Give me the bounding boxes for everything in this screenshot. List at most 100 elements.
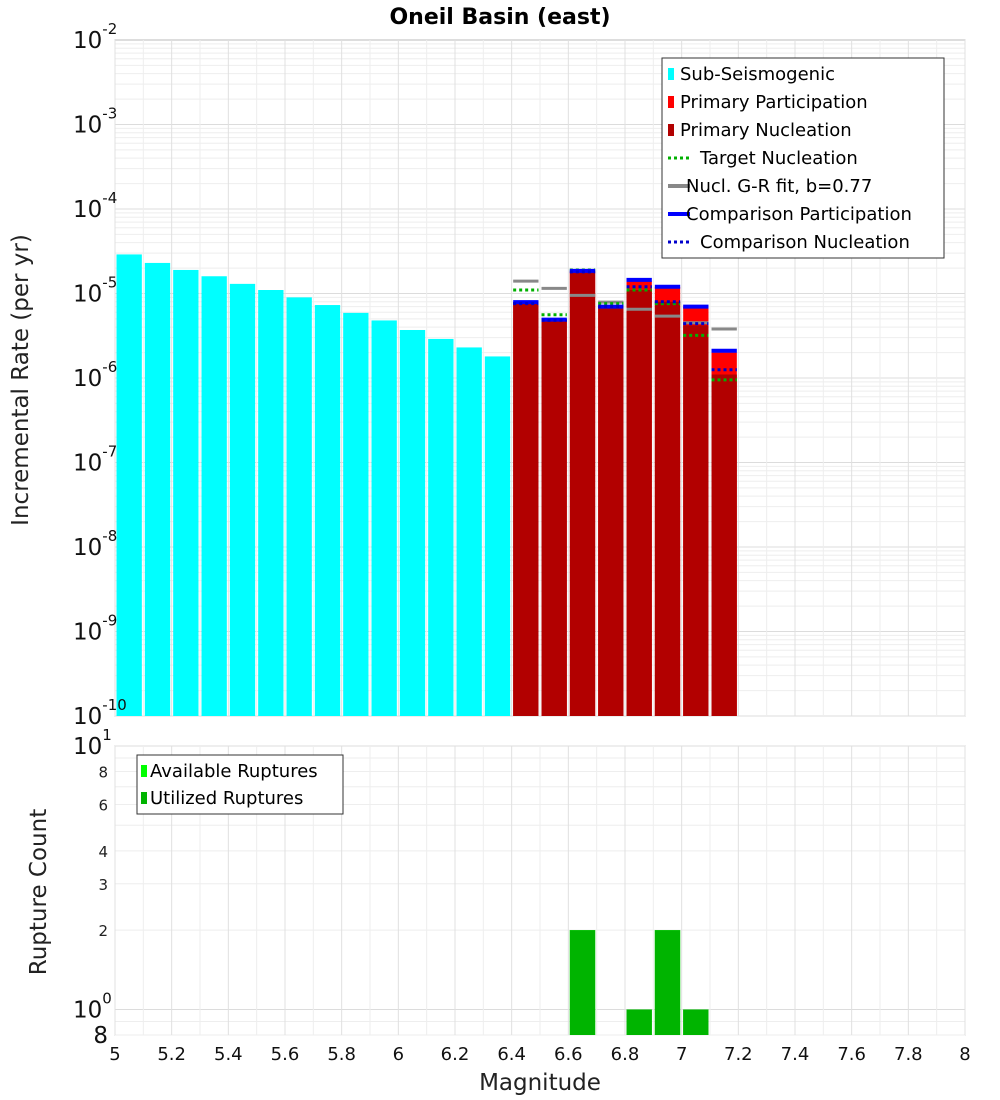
top-lines [513,268,737,382]
top-y-tick-exponent: -9 [102,612,117,630]
bottom-legend: Available Ruptures Utilized Ruptures [136,754,344,815]
top-y-tick-label: 10-9 [73,612,117,646]
bottom-y-minor-tick-label: 6 [98,796,108,814]
top-y-tick-base: 10 [73,366,102,392]
sub-seismogenic-bar [399,329,426,716]
top-y-tick-exponent: -3 [102,105,117,123]
x-tick-label: 7.4 [781,1044,810,1065]
top-y-tick-exponent: -6 [102,358,117,376]
top-y-tick-exponent: -2 [102,20,117,38]
sub-seismogenic-bar [314,305,341,716]
top-y-tick-label: 10-8 [73,527,117,561]
bottom-x-ticks: 5 5.2 5.4 5.6 5.8 6 6.2 6.4 6.6 6.8 7 7.2 7.4 7.6 7.8 8 [109,1044,970,1065]
x-tick-label: 6.2 [441,1044,470,1065]
top-legend-box [661,57,945,259]
primary-nucleation-bar [626,290,652,716]
bottom-y-tick-exponent: 0 [102,989,112,1007]
sub-seismogenic-legend-label: Sub-Seismogenic [680,64,835,85]
sub-seismogenic-bar [201,276,227,716]
top-y-tick-exponent: -7 [102,443,117,461]
sub-seismogenic-legend-swatch [668,68,674,80]
top-y-tick-exponent: -4 [102,189,117,207]
available-ruptures-legend-swatch [141,765,147,777]
top-plot: 10-210-310-410-510-610-710-810-910-10 Su… [8,20,966,730]
bottom-y-tick-label: 101 [73,726,112,760]
sub-seismogenic-bar [343,312,369,716]
sub-seismogenic-bar [229,283,256,716]
chart-title: Oneil Basin (east) [389,5,610,30]
bottom-y-tick-label: 100 [73,989,112,1023]
target-nucleation-legend-label: Target Nucleation [699,148,858,169]
x-tick-label: 6.6 [554,1044,583,1065]
x-tick-label: 5 [109,1044,120,1065]
sub-seismogenic-bar [286,297,312,716]
primary-nucleation-legend-swatch [668,124,674,136]
bottom-y-tick-base: 10 [73,997,102,1023]
x-tick-label: 5.6 [271,1044,300,1065]
utilized-ruptures-bar [626,1009,652,1035]
sub-seismogenic-bar [456,347,482,716]
primary-nucleation-bar [711,374,737,716]
top-y-tick-base: 10 [73,28,102,54]
sub-seismogenic-bar [258,290,284,716]
top-y-tick-exponent: -8 [102,527,117,545]
primary-nucleation-bar [683,325,709,716]
primary-nucleation-bar [654,301,681,716]
sub-seismogenic-bar [144,262,171,716]
top-y-tick-base: 10 [73,282,102,308]
utilized-ruptures-bar [683,1009,709,1035]
bottom-grid [114,745,966,1036]
available-ruptures-legend-label: Available Ruptures [150,761,318,782]
top-y-tick-exponent: -10 [102,696,127,714]
top-y-tick-label: 10-10 [73,696,127,730]
top-y-tick-label: 10-7 [73,443,117,477]
top-y-tick-exponent: -5 [102,274,117,292]
primary-participation-legend-label: Primary Participation [680,92,868,113]
sub-seismogenic-bar [116,254,142,716]
bottom-y-tick-base: 10 [73,734,102,760]
bottom-bars [569,930,709,1035]
utilized-ruptures-legend-swatch [141,792,147,804]
bottom-y-axis-title: Rupture Count [26,809,52,975]
primary-nucleation-bar [598,306,624,716]
bottom-y-minor-tick-label: 2 [98,922,108,940]
primary-participation-legend-swatch [668,96,674,108]
primary-nucleation-bar [569,271,596,716]
bottom-y-minor-tick-label: 8 [93,1023,108,1049]
primary-nucleation-bar [541,319,567,716]
bottom-legend-box [136,754,344,815]
x-tick-label: 6.8 [611,1044,640,1065]
x-tick-label: 5.4 [214,1044,243,1065]
top-y-tick-base: 10 [73,197,102,223]
comparison-nucleation-legend-label: Comparison Nucleation [700,232,910,253]
x-tick-label: 7.6 [837,1044,866,1065]
x-tick-label: 6.4 [497,1044,526,1065]
x-tick-label: 8 [959,1044,970,1065]
sub-seismogenic-bar [173,269,199,716]
x-tick-label: 6 [393,1044,404,1065]
x-tick-label: 5.8 [327,1044,356,1065]
top-y-tick-base: 10 [73,704,102,730]
top-y-tick-base: 10 [73,535,102,561]
top-y-tick-base: 10 [73,113,102,139]
top-y-tick-base: 10 [73,451,102,477]
x-tick-label: 7.2 [724,1044,753,1065]
top-y-tick-base: 10 [73,620,102,646]
top-y-tick-label: 10-3 [73,105,117,139]
top-y-tick-label: 10-4 [73,189,117,223]
bottom-y-minor-tick-label: 3 [98,876,108,894]
nucl-g-r-fit-b-0-77-legend-label: Nucl. G-R fit, b=0.77 [686,176,872,197]
top-bars [116,254,737,716]
bottom-y-tick-exponent: 1 [102,726,112,744]
top-y-tick-label: 10-6 [73,358,117,392]
x-tick-label: 7.8 [894,1044,923,1065]
primary-nucleation-bar [513,302,539,716]
sub-seismogenic-bar [371,320,397,716]
utilized-ruptures-legend-label: Utilized Ruptures [150,788,303,809]
primary-nucleation-legend-label: Primary Nucleation [680,120,852,141]
x-tick-label: 7 [676,1044,687,1065]
sub-seismogenic-bar [428,338,454,716]
